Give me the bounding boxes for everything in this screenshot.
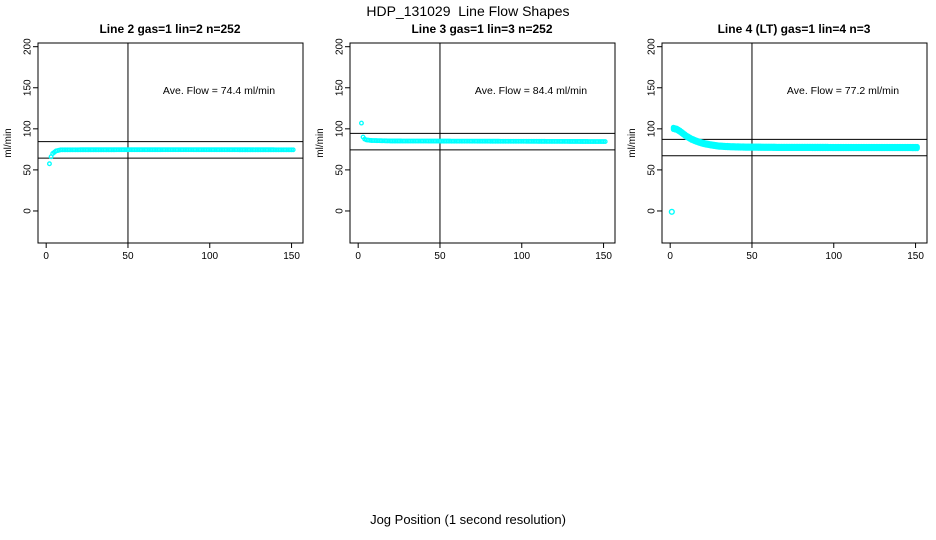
plot-box bbox=[37, 42, 304, 244]
y-axis-label: ml/min bbox=[315, 128, 326, 157]
x-tick-label: 150 bbox=[283, 251, 300, 262]
average-flow-annotation: Ave. Flow = 84.4 ml/min bbox=[475, 85, 587, 97]
x-tick-label: 50 bbox=[122, 251, 134, 262]
y-tick-label: 0 bbox=[335, 208, 346, 214]
x-tick-label: 150 bbox=[595, 251, 612, 262]
panel-line-4-plot: Line 4 (LT) gas=1 lin=4 n=3 ml/min 0 50 10… bbox=[627, 22, 928, 262]
panel-title: Line 2 gas=1 lin=2 n=252 bbox=[99, 22, 240, 36]
panel-title: Line 4 (LT) gas=1 lin=4 n=3 bbox=[718, 22, 871, 36]
y-axis-label: ml/min bbox=[627, 128, 638, 157]
y-tick-label: 50 bbox=[335, 164, 346, 176]
data-point bbox=[914, 143, 920, 150]
average-flow-annotation: Ave. Flow = 77.2 ml/min bbox=[787, 85, 899, 97]
y-tick-label: 50 bbox=[23, 164, 34, 176]
plot-area: 0 50 100 150 200 0 50 100 150 bbox=[335, 38, 616, 262]
y-tick-label: 100 bbox=[335, 120, 346, 137]
x-tick-label: 0 bbox=[667, 251, 673, 262]
x-tick-label: 50 bbox=[434, 251, 446, 262]
panel-line-3-plot: Line 3 gas=1 lin=3 n=252 ml/min 0 50 100 15… bbox=[315, 22, 616, 262]
plot-area: 0 50 100 150 200 0 50 100 150 bbox=[23, 38, 304, 262]
y-tick-label: 0 bbox=[23, 208, 34, 214]
panel-line-2: Line 2 gas=1 lin=2 n=252 ml/min 0 50 100 15… bbox=[0, 20, 312, 280]
outlier-point bbox=[668, 208, 675, 215]
data-point bbox=[47, 161, 52, 167]
x-tick-label: 100 bbox=[825, 251, 842, 262]
figure-title: HDP_131029 Line Flow Shapes bbox=[366, 3, 570, 19]
plot-box bbox=[661, 42, 928, 244]
plot-area: 0 50 100 150 200 0 50 100 150 bbox=[647, 38, 928, 262]
panel-line-4: Line 4 (LT) gas=1 lin=4 n=3 ml/min 0 50 10… bbox=[624, 20, 936, 280]
data-point bbox=[290, 147, 296, 153]
y-tick-label: 100 bbox=[23, 120, 34, 137]
y-tick-label: 0 bbox=[647, 208, 658, 214]
y-tick-label: 200 bbox=[335, 38, 346, 55]
x-tick-label: 100 bbox=[513, 251, 530, 262]
panel-line-3: Line 3 gas=1 lin=3 n=252 ml/min 0 50 100 15… bbox=[312, 20, 624, 280]
panel-title: Line 3 gas=1 lin=3 n=252 bbox=[411, 22, 552, 36]
average-flow-annotation: Ave. Flow = 74.4 ml/min bbox=[163, 85, 275, 97]
x-axis-label: Jog Position (1 second resolution) bbox=[370, 512, 566, 527]
y-tick-label: 150 bbox=[647, 79, 658, 96]
y-tick-label: 150 bbox=[23, 79, 34, 96]
panel-line-2-plot: Line 2 gas=1 lin=2 n=252 ml/min 0 50 100 15… bbox=[3, 22, 304, 262]
x-tick-label: 100 bbox=[201, 251, 218, 262]
y-tick-label: 200 bbox=[23, 38, 34, 55]
x-tick-label: 0 bbox=[355, 251, 361, 262]
y-tick-label: 200 bbox=[647, 38, 658, 55]
y-axis-label: ml/min bbox=[3, 128, 14, 157]
data-point bbox=[602, 139, 608, 145]
panels-row: Line 2 gas=1 lin=2 n=252 ml/min 0 50 100 15… bbox=[0, 20, 936, 280]
y-tick-label: 100 bbox=[647, 120, 658, 137]
y-tick-label: 50 bbox=[647, 164, 658, 176]
y-tick-label: 150 bbox=[335, 79, 346, 96]
plot-box bbox=[349, 42, 616, 244]
data-point bbox=[359, 120, 364, 126]
x-tick-label: 150 bbox=[907, 251, 924, 262]
x-tick-label: 50 bbox=[746, 251, 758, 262]
x-tick-label: 0 bbox=[43, 251, 49, 262]
